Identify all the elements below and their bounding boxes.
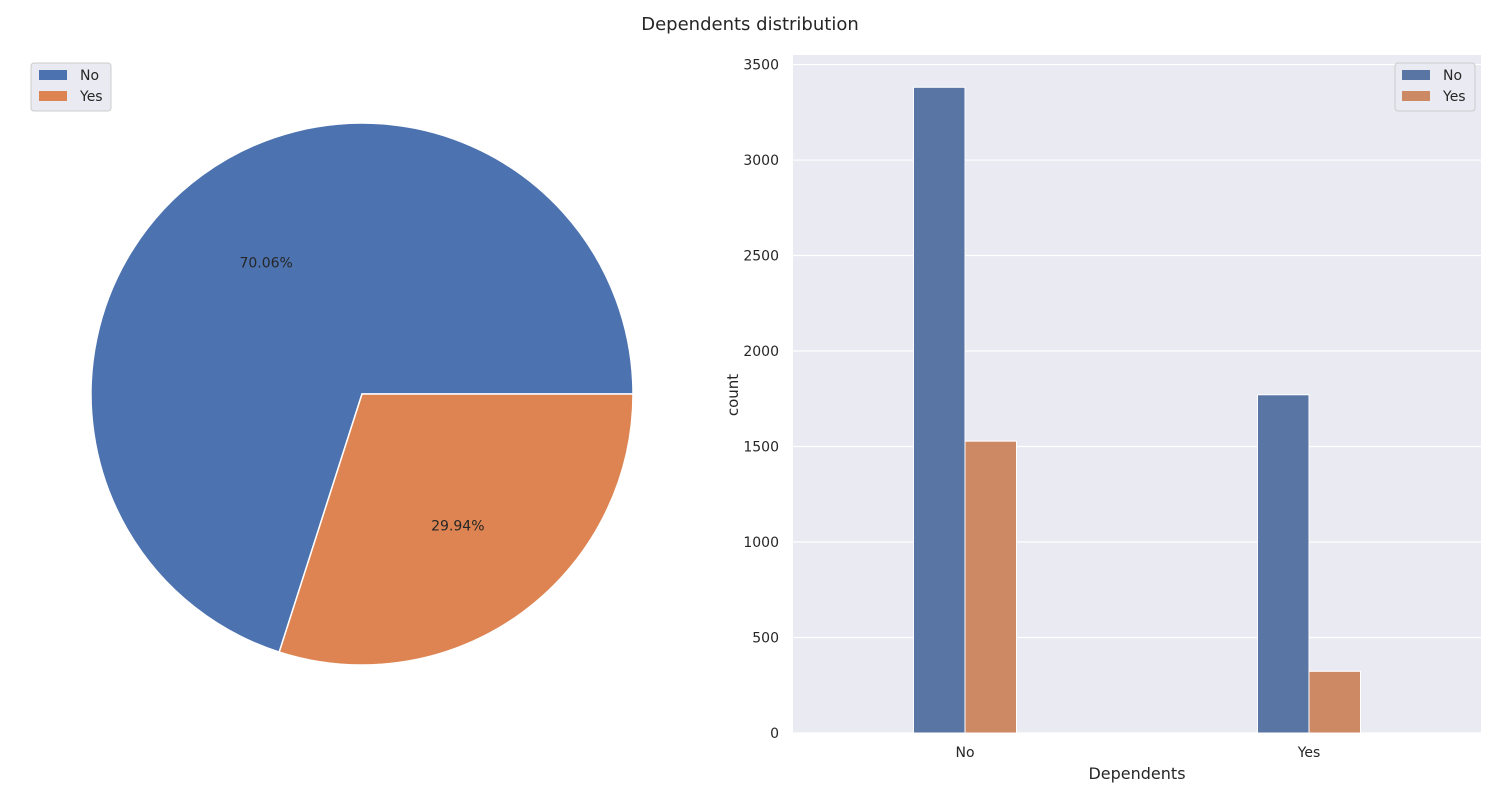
y-tick-label: 3500 <box>743 58 779 74</box>
pie-legend-label-no: No <box>80 68 99 84</box>
y-tick-label: 2500 <box>743 249 779 265</box>
bar-yes-yes <box>1308 670 1361 734</box>
bar-yes-no <box>1257 394 1310 734</box>
x-tick-label: Yes <box>1297 745 1321 761</box>
y-tick-label: 0 <box>770 726 779 742</box>
pie-slices <box>90 122 634 666</box>
y-tick-label: 1500 <box>743 440 779 456</box>
bar-gridlines <box>793 63 1481 734</box>
bar-no-no <box>913 86 966 734</box>
pie-value-labels: 70.06% 29.94% <box>239 256 484 535</box>
pie-legend-swatch-no <box>39 70 67 80</box>
bar-legend-swatch-no <box>1402 70 1430 80</box>
bar-y-axis-label: count <box>724 374 742 416</box>
pie-legend-swatch-yes <box>39 91 67 101</box>
y-tick-label: 3000 <box>743 153 779 169</box>
bar-bars <box>913 86 1361 734</box>
pie-slice-no <box>90 122 634 653</box>
bar-no-yes <box>964 440 1017 734</box>
bar-legend-label-yes: Yes <box>1442 89 1466 105</box>
pie-chart: 70.06% 29.94% No Yes <box>30 62 634 666</box>
pie-legend: No Yes <box>30 62 112 112</box>
y-tick-label: 1000 <box>743 535 779 551</box>
pie-slice-yes <box>278 393 634 666</box>
y-tick-label: 2000 <box>743 344 779 360</box>
bar-legend-label-no: No <box>1443 68 1462 84</box>
bar-x-axis-label: Dependents <box>1088 764 1185 783</box>
bar-legend-swatch-yes <box>1402 91 1430 101</box>
pie-value-label-yes: 29.94% <box>431 518 484 534</box>
bar-axes-background <box>793 55 1481 733</box>
y-tick-label: 500 <box>752 631 779 647</box>
bar-legend: No Yes <box>1394 62 1476 112</box>
bar-x-tick-labels: No Yes <box>955 745 1320 761</box>
bar-y-tick-labels: 0 500 1000 1500 2000 2500 3000 3500 <box>743 58 779 742</box>
pie-legend-label-yes: Yes <box>79 89 103 105</box>
pie-value-label-no: 70.06% <box>239 256 292 272</box>
x-tick-label: No <box>955 745 974 761</box>
bar-chart: 0 500 1000 1500 2000 2500 3000 3500 No Yes count… <box>724 55 1481 783</box>
figure-title: Dependents distribution <box>641 14 859 35</box>
